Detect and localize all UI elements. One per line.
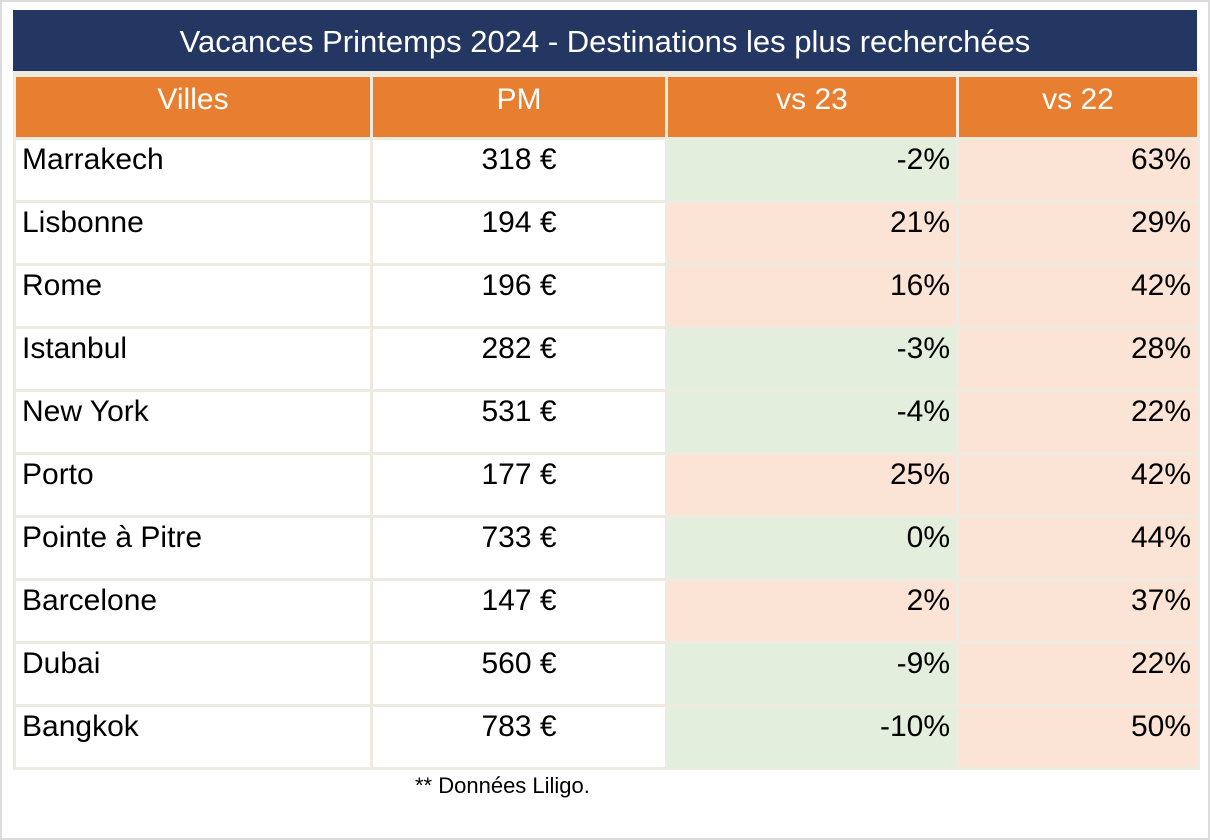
cell-vs22: 63%: [956, 137, 1200, 203]
cell-vs22: 42%: [956, 452, 1200, 518]
cell-vs22: 29%: [956, 200, 1200, 266]
cell-pm: 196 €: [370, 263, 668, 329]
col-header-vs23: vs 23: [665, 74, 959, 140]
cell-vs23: -9%: [665, 641, 959, 707]
cell-vs23: -3%: [665, 326, 959, 392]
cell-vs23: -4%: [665, 389, 959, 455]
table-row: Bangkok 783 € -10% 50%: [13, 704, 1200, 770]
cell-vs23: -10%: [665, 704, 959, 770]
cell-city: Porto: [13, 452, 373, 518]
cell-city: Lisbonne: [13, 200, 373, 266]
header-row: Villes PM vs 23 vs 22: [13, 74, 1200, 140]
cell-pm: 783 €: [370, 704, 668, 770]
source-note: ** Données Liligo.: [415, 773, 590, 798]
cell-city: Dubai: [13, 641, 373, 707]
cell-city: Bangkok: [13, 704, 373, 770]
cell-vs23: -2%: [665, 137, 959, 203]
cell-vs23: 2%: [665, 578, 959, 644]
destinations-table: Vacances Printemps 2024 - Destinations l…: [13, 10, 1200, 799]
cell-pm: 194 €: [370, 200, 668, 266]
table-row: Dubai 560 € -9% 22%: [13, 641, 1200, 707]
cell-vs22: 22%: [956, 389, 1200, 455]
table-row: New York 531 € -4% 22%: [13, 389, 1200, 455]
cell-pm: 282 €: [370, 326, 668, 392]
table-title: Vacances Printemps 2024 - Destinations l…: [13, 10, 1197, 74]
cell-vs22: 44%: [956, 515, 1200, 581]
cell-vs22: 37%: [956, 578, 1200, 644]
cell-vs23: 21%: [665, 200, 959, 266]
table-row: Pointe à Pitre 733 € 0% 44%: [13, 515, 1200, 581]
cell-vs22: 50%: [956, 704, 1200, 770]
cell-vs22: 22%: [956, 641, 1200, 707]
cell-pm: 177 €: [370, 452, 668, 518]
cell-pm: 318 €: [370, 137, 668, 203]
table-row: Barcelone 147 € 2% 37%: [13, 578, 1200, 644]
cell-vs23: 16%: [665, 263, 959, 329]
table-row: Istanbul 282 € -3% 28%: [13, 326, 1200, 392]
cell-city: Rome: [13, 263, 373, 329]
table-row: Rome 196 € 16% 42%: [13, 263, 1200, 329]
cell-city: New York: [13, 389, 373, 455]
col-header-vs22: vs 22: [956, 74, 1200, 140]
cell-city: Marrakech: [13, 137, 373, 203]
cell-pm: 733 €: [370, 515, 668, 581]
cell-city: Istanbul: [13, 326, 373, 392]
cell-vs22: 42%: [956, 263, 1200, 329]
col-header-pm: PM: [370, 74, 668, 140]
cell-pm: 531 €: [370, 389, 668, 455]
data-table: Villes PM vs 23 vs 22 Marrakech 318 € -2…: [13, 74, 1200, 770]
table-row: Lisbonne 194 € 21% 29%: [13, 200, 1200, 266]
col-header-villes: Villes: [13, 74, 373, 140]
table-row: Porto 177 € 25% 42%: [13, 452, 1200, 518]
cell-city: Pointe à Pitre: [13, 515, 373, 581]
table-row: Marrakech 318 € -2% 63%: [13, 137, 1200, 203]
cell-vs23: 0%: [665, 515, 959, 581]
cell-pm: 147 €: [370, 578, 668, 644]
cell-pm: 560 €: [370, 641, 668, 707]
cell-vs23: 25%: [665, 452, 959, 518]
cell-city: Barcelone: [13, 578, 373, 644]
cell-vs22: 28%: [956, 326, 1200, 392]
